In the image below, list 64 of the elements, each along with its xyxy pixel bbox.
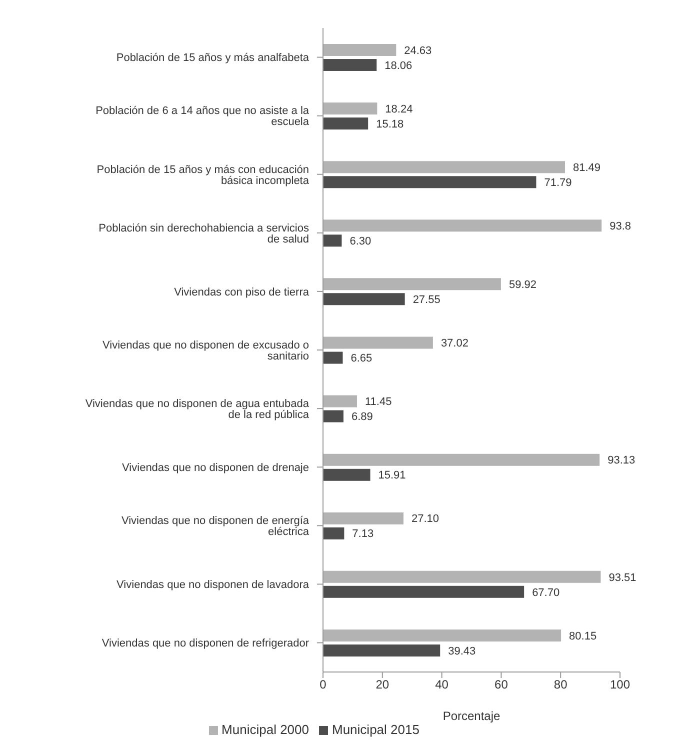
- bar: [323, 234, 342, 247]
- bar: [323, 395, 358, 408]
- bar: [323, 454, 600, 466]
- data-label: 59.92: [508, 279, 536, 292]
- data-label: 6.30: [350, 235, 372, 248]
- y-tick-label: Viviendas que no disponen de energía eléctrica: [121, 515, 310, 538]
- x-tick-label: 60: [494, 678, 508, 692]
- legend-label: Municipal 2000: [222, 722, 309, 737]
- y-tick-label: Viviendas con piso de tierra: [174, 286, 310, 298]
- y-tick-label: Población sin derechohabiencia a servicios de salud: [98, 222, 310, 246]
- bar: [323, 220, 602, 232]
- data-label: 93.13: [608, 454, 636, 467]
- bar: [323, 293, 405, 306]
- bar: [323, 570, 601, 583]
- bar: [323, 527, 344, 540]
- bar: [323, 629, 562, 642]
- data-label: 39.43: [448, 645, 476, 658]
- data-label: 11.45: [365, 396, 392, 408]
- data-label: 7.13: [352, 528, 374, 540]
- bar: [323, 278, 501, 290]
- data-label: 80.15: [569, 630, 597, 642]
- data-label: 37.02: [440, 338, 468, 350]
- y-tick-label: Viviendas que no disponen de drenaje: [122, 462, 309, 474]
- bar: [323, 44, 396, 56]
- x-tick-label: 0: [320, 678, 327, 692]
- x-tick-label: 40: [435, 678, 449, 692]
- bar: [323, 512, 404, 524]
- data-label: 71.79: [544, 176, 572, 189]
- data-label: 27.10: [411, 513, 440, 526]
- bar: [323, 118, 368, 130]
- x-tick-label: 20: [376, 678, 390, 692]
- data-label: 81.49: [573, 162, 601, 174]
- data-label: 27.55: [412, 294, 440, 306]
- bar: [323, 59, 377, 71]
- bar: [323, 336, 433, 349]
- y-tick-label: Viviendas que no disponen de lavadora: [116, 579, 310, 592]
- bar: [323, 176, 536, 188]
- data-label: 6.65: [350, 352, 372, 365]
- y-tick-label: Viviendas que no disponen de agua entubada de la red pública: [85, 398, 310, 421]
- y-tick-label: Población de 15 años y más con educación básica incompleta: [96, 164, 310, 187]
- y-tick-label: Población de 15 años y más analfabeta: [116, 52, 310, 64]
- bar: [323, 352, 343, 364]
- data-label: 93.51: [608, 572, 636, 584]
- bar: [323, 586, 524, 598]
- y-tick-label: Población de 6 a 14 años que no asiste a la escuela: [96, 105, 310, 128]
- x-tick-label: 80: [554, 678, 568, 692]
- data-label: 24.63: [404, 44, 432, 57]
- bar: [323, 410, 344, 422]
- bar: [323, 161, 566, 174]
- data-label: 18.24: [385, 103, 413, 116]
- bar: [323, 102, 378, 115]
- data-label: 18.06: [384, 60, 412, 72]
- data-label: 15.91: [378, 470, 406, 482]
- y-tick-label: Viviendas que no disponen de excusado o sanitario: [102, 339, 309, 362]
- legend-label: Municipal 2015: [332, 722, 420, 737]
- data-label: 15.18: [376, 118, 404, 130]
- bar: [323, 644, 440, 656]
- x-axis-title: Porcentaje: [442, 709, 501, 723]
- data-label: 6.89: [351, 411, 373, 424]
- bar: [323, 468, 370, 481]
- y-tick-label: Viviendas que no disponen de refrigerador: [102, 638, 310, 650]
- data-label: 93.8: [610, 220, 632, 232]
- data-label: 67.70: [532, 586, 560, 599]
- x-tick-label: 100: [610, 678, 630, 692]
